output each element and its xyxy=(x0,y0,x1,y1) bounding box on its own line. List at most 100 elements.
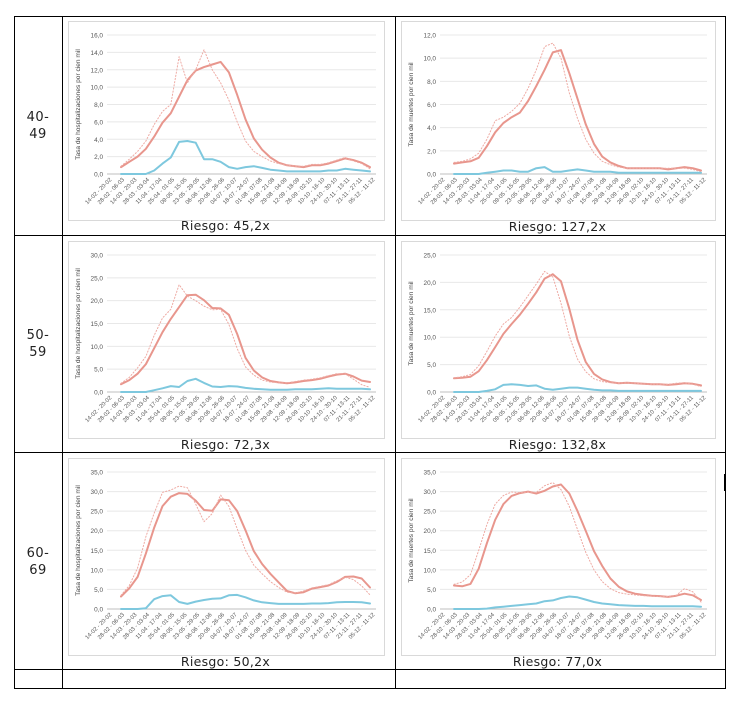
chart-svg: 0,0 2,0 4,0 6,0 8,0 10,0 12,0 14,0 16,0 Tasa de h… xyxy=(75,33,376,207)
chart-svg: 0,0 5,0 10,0 15,0 20,0 25,0 Tasa de muertes po… xyxy=(408,253,707,425)
chart-svg: 0,0 5,0 10,0 15,0 20,0 25,0 30,0 35,0 Tasa de ho… xyxy=(75,470,376,642)
y-tick-label: 25,0 xyxy=(424,509,437,516)
y-tick-label: 25,0 xyxy=(424,253,437,260)
chart-hosp-40-49: 0,0 2,0 4,0 6,0 8,0 10,0 12,0 14,0 16,0 Tasa de h… xyxy=(68,21,385,221)
series-line-dotted xyxy=(120,485,371,596)
y-tick-label: 0,0 xyxy=(427,607,436,614)
series-line-dotted xyxy=(120,49,371,170)
y-axis-label: Tasa de hospitalizaciones por cien mil xyxy=(75,268,82,379)
chart-muertes-40-49: 0,0 2,0 4,0 6,0 8,0 10,0 12,0 Tasa de muertes p… xyxy=(401,21,716,221)
series-line-main xyxy=(453,49,702,172)
chart-svg: 0,0 5,0 10,0 15,0 20,0 25,0 30,0 35,0 Tasa de mu… xyxy=(408,470,707,642)
y-tick-label: 0,0 xyxy=(94,172,103,179)
y-axis-label: Tasa de muertes por cien mil xyxy=(408,281,415,366)
chart-svg: 0,0 5,0 10,0 15,0 20,0 25,0 30,0 Tasa de hospit… xyxy=(75,253,376,425)
table-border-row2 xyxy=(14,452,726,453)
risk-caption: Riesgo: 132,8x xyxy=(508,437,607,452)
series-line-main xyxy=(120,60,371,169)
y-tick-label: 4,0 xyxy=(427,125,436,132)
y-tick-label: 5,0 xyxy=(427,587,436,594)
series-line-main xyxy=(453,273,702,387)
y-tick-label: 15,0 xyxy=(424,548,437,555)
table-border-bottom xyxy=(14,688,726,689)
y-tick-label: 0,0 xyxy=(427,390,436,397)
text-cursor xyxy=(724,474,725,491)
y-tick-label: 0,0 xyxy=(94,390,103,397)
y-tick-label: 16,0 xyxy=(91,33,104,40)
y-tick-label: 5,0 xyxy=(94,367,103,374)
y-tick-label: 30,0 xyxy=(91,489,104,496)
age-group-label: 60- 69 xyxy=(26,546,50,578)
series-line-dotted xyxy=(453,42,702,173)
y-tick-label: 35,0 xyxy=(424,470,437,477)
series-line-dotted xyxy=(453,270,702,387)
y-tick-label: 6,0 xyxy=(94,119,103,126)
table-border-col2 xyxy=(395,16,396,689)
y-tick-label: 10,0 xyxy=(424,567,437,574)
table-border-row3 xyxy=(14,669,726,670)
y-tick-label: 35,0 xyxy=(91,470,104,477)
y-tick-label: 30,0 xyxy=(424,489,437,496)
y-tick-label: 10,0 xyxy=(424,335,437,342)
y-tick-label: 12,0 xyxy=(91,67,104,74)
table-border-top xyxy=(14,16,726,17)
y-axis-label: Tasa de muertes por cien mil xyxy=(408,62,415,147)
y-tick-label: 8,0 xyxy=(427,79,436,86)
series-line-blue xyxy=(453,595,702,610)
table-border-row1 xyxy=(14,235,726,236)
y-tick-label: 0,0 xyxy=(427,172,436,179)
series-line-blue xyxy=(453,166,702,175)
table-border-col1 xyxy=(62,16,63,689)
y-tick-label: 0,0 xyxy=(94,607,103,614)
y-tick-label: 15,0 xyxy=(424,307,437,314)
y-tick-label: 20,0 xyxy=(424,280,437,287)
y-tick-label: 25,0 xyxy=(91,275,104,282)
y-tick-label: 25,0 xyxy=(91,509,104,516)
y-tick-label: 30,0 xyxy=(91,253,104,260)
chart-hosp-50-59: 0,0 5,0 10,0 15,0 20,0 25,0 30,0 Tasa de hospit… xyxy=(68,241,385,439)
series-line-dotted xyxy=(453,482,702,603)
table-border-right xyxy=(725,16,726,689)
y-tick-label: 12,0 xyxy=(424,33,437,40)
y-tick-label: 10,0 xyxy=(91,344,104,351)
series-line-blue xyxy=(120,140,371,175)
y-tick-label: 2,0 xyxy=(94,154,103,161)
series-line-dotted xyxy=(120,284,371,388)
y-tick-label: 2,0 xyxy=(427,148,436,155)
series-line-blue xyxy=(120,377,371,393)
age-group-label: 40- 49 xyxy=(26,110,50,142)
y-tick-label: 5,0 xyxy=(427,362,436,369)
y-tick-label: 15,0 xyxy=(91,548,104,555)
y-axis-label: Tasa de hospitalizaciones por cien mil xyxy=(75,485,82,596)
y-axis-label: Tasa de hospitalizaciones por cien mil xyxy=(75,49,82,160)
y-tick-label: 6,0 xyxy=(427,102,436,109)
risk-caption: Riesgo: 50,2x xyxy=(180,654,271,669)
y-tick-label: 8,0 xyxy=(94,102,103,109)
y-tick-label: 20,0 xyxy=(424,528,437,535)
y-tick-label: 10,0 xyxy=(91,85,104,92)
chart-muertes-60-69: 0,0 5,0 10,0 15,0 20,0 25,0 30,0 35,0 Tasa de mu… xyxy=(401,458,716,656)
chart-hosp-60-69: 0,0 5,0 10,0 15,0 20,0 25,0 30,0 35,0 Tasa de ho… xyxy=(68,458,385,656)
chart-muertes-50-59: 0,0 5,0 10,0 15,0 20,0 25,0 Tasa de muertes po… xyxy=(401,241,716,439)
y-tick-label: 4,0 xyxy=(94,137,103,144)
risk-caption: Riesgo: 45,2x xyxy=(180,218,271,233)
series-line-blue xyxy=(120,593,371,610)
y-tick-label: 20,0 xyxy=(91,528,104,535)
table-border-left xyxy=(14,16,15,689)
series-line-main xyxy=(453,483,702,601)
y-tick-label: 10,0 xyxy=(91,567,104,574)
y-axis-label: Tasa de muertes por cien mil xyxy=(408,498,415,583)
risk-caption: Riesgo: 127,2x xyxy=(508,219,607,234)
y-tick-label: 15,0 xyxy=(91,321,104,328)
series-line-main xyxy=(120,293,371,386)
chart-svg: 0,0 2,0 4,0 6,0 8,0 10,0 12,0 Tasa de muertes p… xyxy=(408,33,707,207)
age-group-label: 50- 59 xyxy=(26,328,50,360)
y-tick-label: 14,0 xyxy=(91,50,104,57)
y-tick-label: 20,0 xyxy=(91,298,104,305)
series-line-main xyxy=(120,492,371,598)
y-tick-label: 10,0 xyxy=(424,56,437,63)
series-line-blue xyxy=(453,383,702,393)
risk-caption: Riesgo: 72,3x xyxy=(180,437,271,452)
y-tick-label: 5,0 xyxy=(94,587,103,594)
risk-caption: Riesgo: 77,0x xyxy=(512,654,603,669)
